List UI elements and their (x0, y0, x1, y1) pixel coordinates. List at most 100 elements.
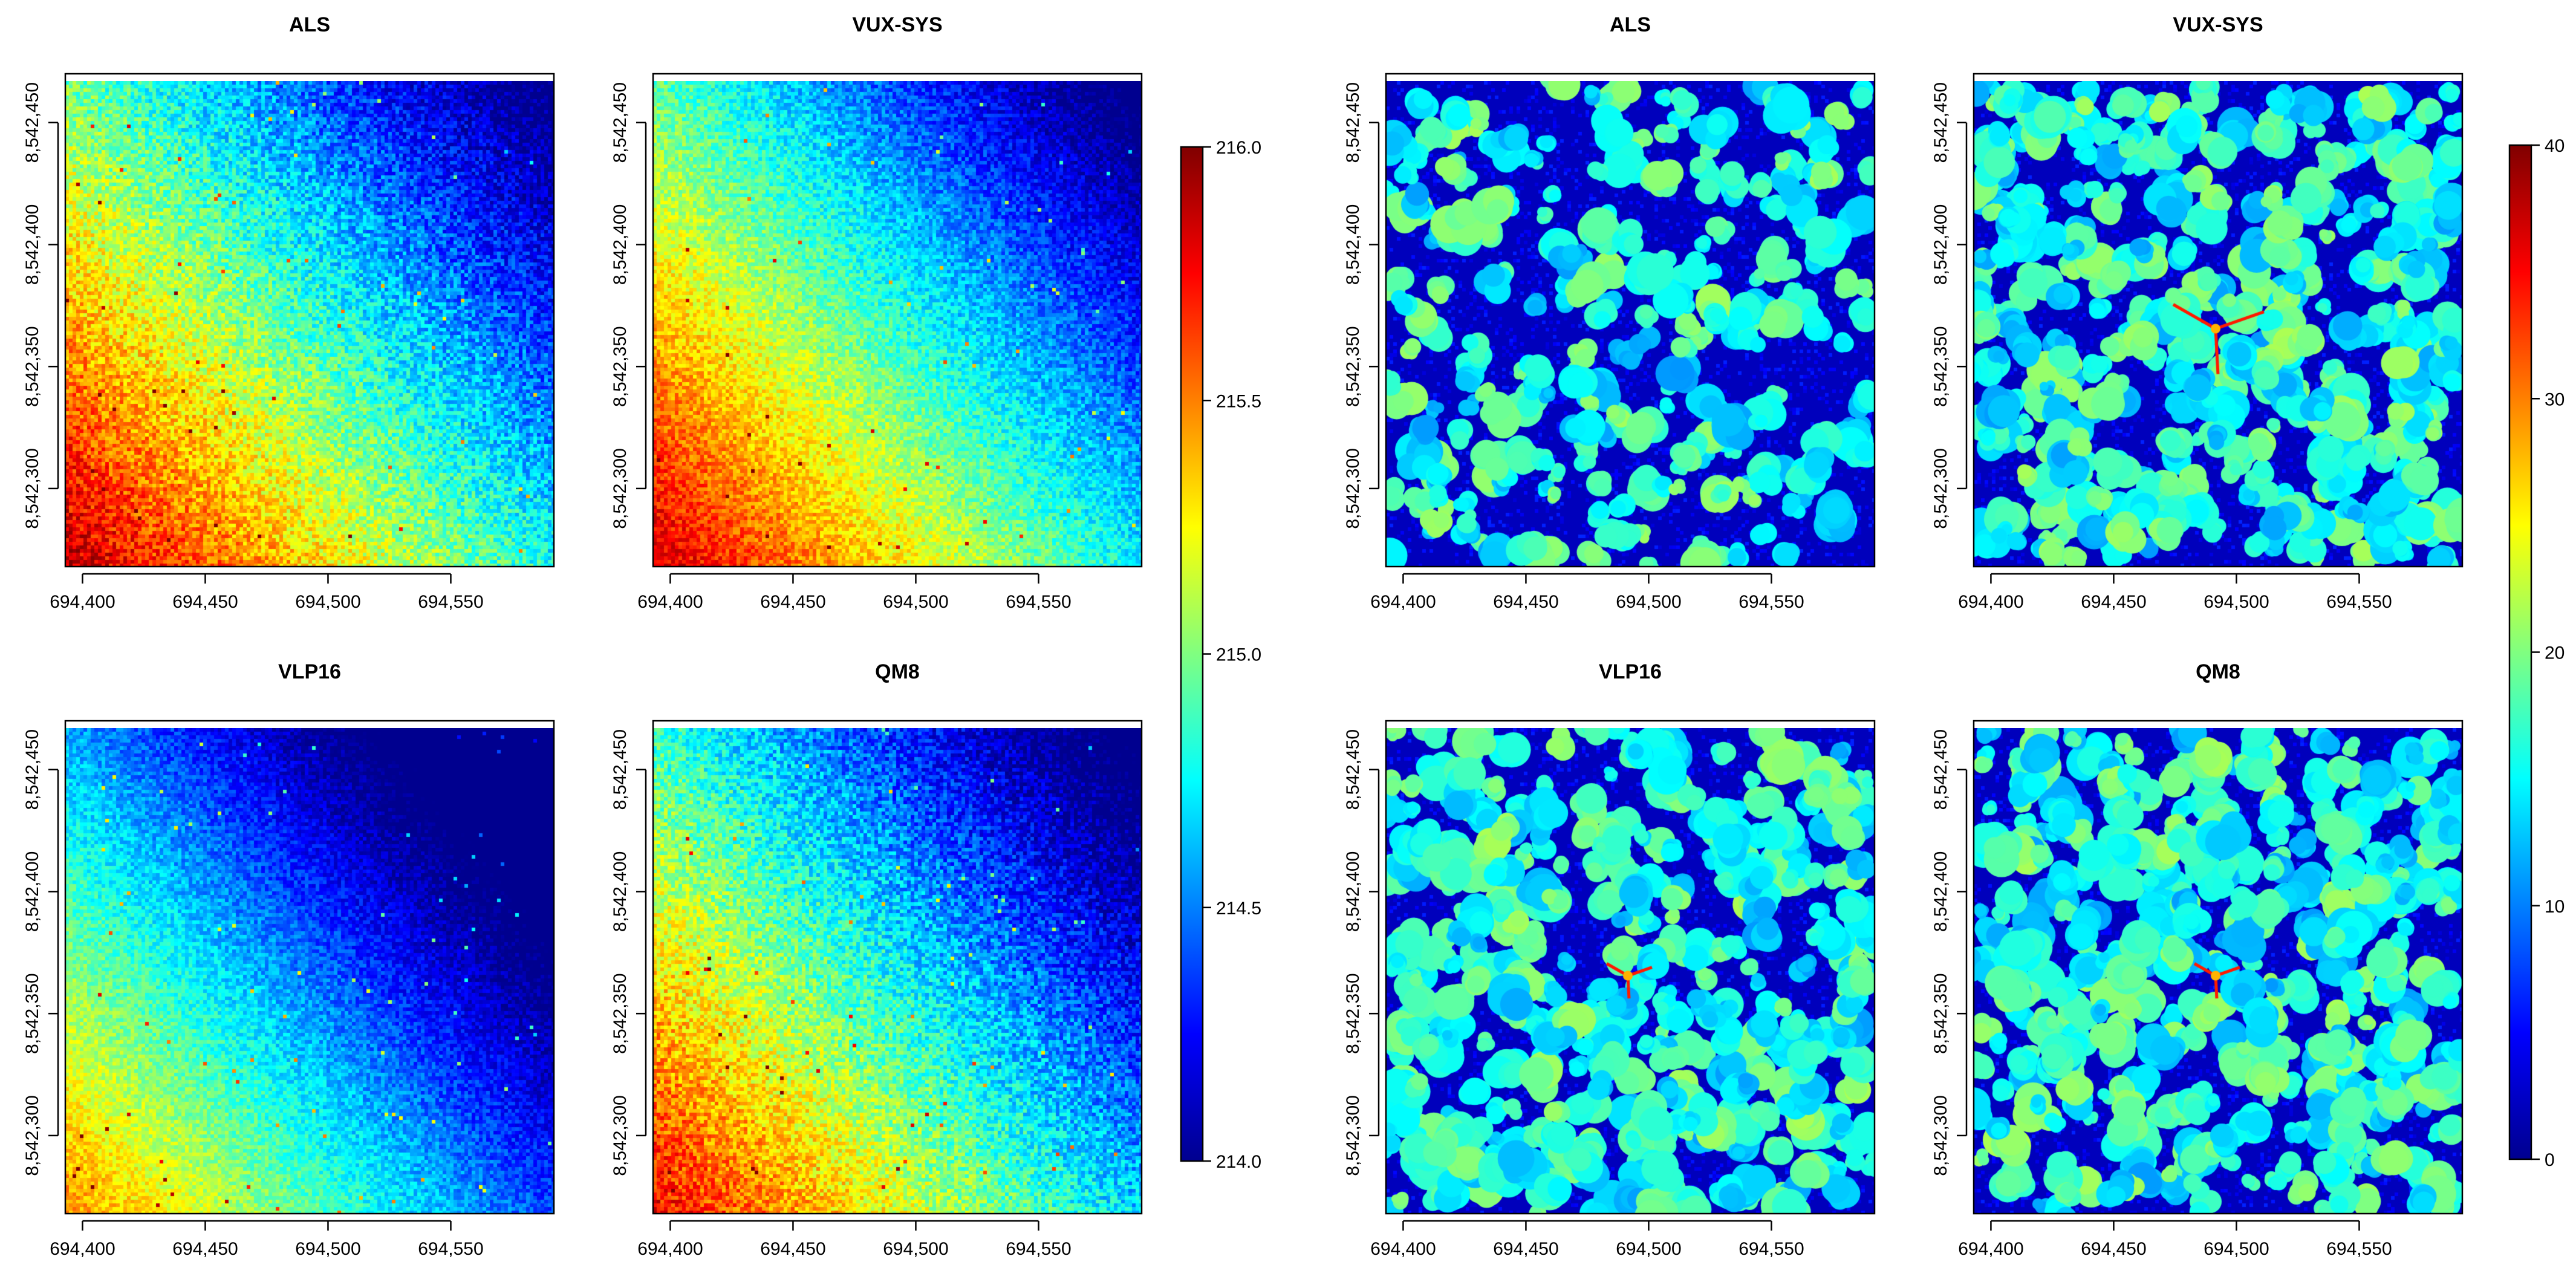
y-tick-label: 8,542,450 (610, 82, 630, 163)
x-tick-label: 694,500 (883, 1239, 948, 1259)
y-tick-label: 8,542,350 (1343, 326, 1363, 406)
panel-elevation-als: ALS 694,400 694,450 694,500 694,550 8,542,300… (22, 13, 555, 612)
plot-frame (652, 720, 1143, 1215)
x-tick-label: 694,400 (1370, 592, 1436, 612)
colorbar-tick-label: 214.5 (1216, 899, 1261, 919)
y-tick-label: 8,542,400 (1931, 851, 1951, 932)
colorbar-canopy: 0 10 20 30 40 (2508, 136, 2565, 1170)
raster-canopy-7 (1974, 728, 2462, 1214)
panel-title: VLP16 (1599, 660, 1662, 683)
plot-frame (652, 73, 1143, 568)
panel-title: ALS (1610, 13, 1651, 36)
y-tick-label: 8,542,300 (1343, 1095, 1363, 1176)
y-tick-label: 8,542,450 (22, 729, 42, 810)
y-tick-label: 8,542,350 (1931, 973, 1951, 1053)
y-tick-label: 8,542,300 (1343, 448, 1363, 529)
y-tick-label: 8,542,450 (1343, 82, 1363, 163)
plot-frame (64, 720, 555, 1215)
y-tick-label: 8,542,450 (610, 729, 630, 810)
y-tick-label: 8,542,450 (1343, 729, 1363, 810)
x-tick-label: 694,550 (418, 1239, 483, 1259)
y-tick-label: 8,542,400 (22, 204, 42, 285)
x-tick-label: 694,550 (418, 592, 483, 612)
panel-title: VUX-SYS (852, 13, 942, 36)
raster-elevation-1 (653, 81, 1142, 567)
x-tick-label: 694,400 (1958, 1239, 2023, 1259)
raster-canopy-5 (1974, 81, 2462, 567)
x-tick-label: 694,400 (50, 1239, 115, 1259)
panel-elevation-vlp16: VLP16 694,400 694,450 694,500 694,550 8,542,3… (22, 660, 555, 1259)
y-tick-label: 8,542,400 (1343, 204, 1363, 285)
y-tick-label: 8,542,300 (1931, 1095, 1951, 1176)
y-tick-label: 8,542,400 (22, 851, 42, 932)
colorbar-tick-label: 215.0 (1216, 645, 1261, 665)
y-tick-label: 8,542,350 (610, 973, 630, 1053)
x-tick-label: 694,550 (2326, 592, 2392, 612)
y-tick-label: 8,542,350 (610, 326, 630, 406)
raster-canopy-6 (1386, 728, 1875, 1214)
x-tick-label: 694,500 (295, 592, 360, 612)
colorbar-tick-label: 0 (2545, 1150, 2555, 1170)
colorbar-elevation: 214.0 214.5 215.0 215.5 216.0 (1180, 138, 1261, 1172)
panel-canopy-vux-sys: VUX-SYS 694,400 694,450 694,500 694,550 8,542… (1931, 13, 2464, 612)
x-tick-label: 694,550 (1738, 1239, 1804, 1259)
x-tick-label: 694,550 (1006, 1239, 1071, 1259)
y-tick-label: 8,542,350 (1931, 326, 1951, 406)
y-tick-label: 8,542,350 (22, 326, 42, 406)
x-tick-label: 694,400 (637, 1239, 703, 1259)
panel-title: VUX-SYS (2173, 13, 2263, 36)
x-tick-label: 694,450 (760, 1239, 825, 1259)
x-tick-label: 694,400 (50, 592, 115, 612)
panel-elevation-qm8: QM8 694,400 694,450 694,500 694,550 8,542,300… (610, 660, 1143, 1259)
colorbar-tick-label: 216.0 (1216, 138, 1261, 158)
x-tick-label: 694,500 (1616, 1239, 1681, 1259)
y-tick-label: 8,542,400 (1343, 851, 1363, 932)
raster-elevation-3 (653, 728, 1142, 1214)
plot-frame (1385, 720, 1876, 1215)
x-tick-label: 694,500 (1616, 592, 1681, 612)
x-tick-label: 694,550 (2326, 1239, 2392, 1259)
plot-frame (1385, 73, 1876, 568)
x-tick-label: 694,450 (2081, 592, 2146, 612)
panel-canopy-als: ALS 694,400 694,450 694,500 694,550 8,542,300… (1343, 13, 1876, 612)
x-tick-label: 694,400 (1958, 592, 2023, 612)
y-tick-label: 8,542,450 (1931, 82, 1951, 163)
plot-frame (1973, 720, 2464, 1215)
panel-title: QM8 (875, 660, 920, 683)
x-tick-label: 694,450 (2081, 1239, 2146, 1259)
x-tick-label: 694,500 (883, 592, 948, 612)
plot-frame (64, 73, 555, 568)
raster-elevation-2 (65, 728, 554, 1214)
x-tick-label: 694,550 (1006, 592, 1071, 612)
x-tick-label: 694,500 (2204, 592, 2269, 612)
x-tick-label: 694,400 (1370, 1239, 1436, 1259)
raster-canopy-4 (1386, 81, 1875, 567)
x-tick-label: 694,450 (1493, 1239, 1558, 1259)
colorbar-gradient (1181, 147, 1203, 1161)
y-tick-label: 8,542,300 (22, 1095, 42, 1176)
x-tick-label: 694,450 (760, 592, 825, 612)
y-tick-label: 8,542,400 (610, 851, 630, 932)
x-tick-label: 694,450 (172, 1239, 238, 1259)
y-tick-label: 8,542,400 (1931, 204, 1951, 285)
y-tick-label: 8,542,300 (1931, 448, 1951, 529)
y-tick-label: 8,542,400 (610, 204, 630, 285)
x-tick-label: 694,450 (1493, 592, 1558, 612)
panel-canopy-vlp16: VLP16 694,400 694,450 694,500 694,550 8,542,3… (1343, 660, 1876, 1259)
colorbar-gradient (2509, 145, 2531, 1159)
x-tick-label: 694,450 (172, 592, 238, 612)
panel-title: QM8 (2196, 660, 2240, 683)
y-tick-label: 8,542,450 (22, 82, 42, 163)
y-tick-label: 8,542,300 (610, 448, 630, 529)
y-tick-label: 8,542,300 (610, 1095, 630, 1176)
panel-title: ALS (289, 13, 330, 36)
panel-canopy-qm8: QM8 694,400 694,450 694,500 694,550 8,542,300… (1931, 660, 2464, 1259)
panel-elevation-vux-sys: VUX-SYS 694,400 694,450 694,500 694,550 8,542… (610, 13, 1143, 612)
y-tick-label: 8,542,450 (1931, 729, 1951, 810)
panel-title: VLP16 (278, 660, 341, 683)
x-tick-label: 694,550 (1738, 592, 1804, 612)
y-tick-label: 8,542,350 (22, 973, 42, 1053)
colorbar-tick-label: 20 (2545, 643, 2565, 663)
x-tick-label: 694,400 (637, 592, 703, 612)
x-tick-label: 694,500 (295, 1239, 360, 1259)
